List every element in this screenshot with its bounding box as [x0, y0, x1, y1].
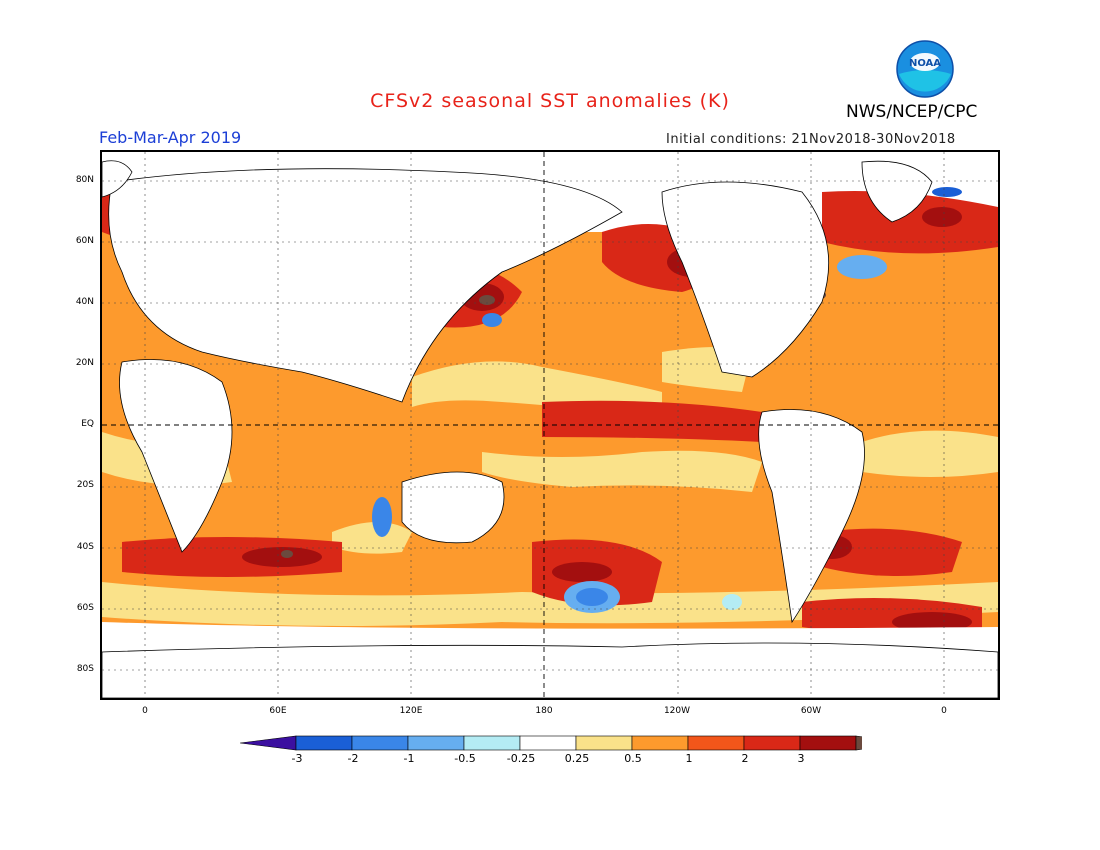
lat-label-20s: 20S	[76, 480, 94, 490]
lat-label-20n: 20N	[75, 358, 94, 368]
cb-label-6: 0.5	[624, 752, 642, 765]
lat-label-eq: EQ	[81, 419, 94, 429]
lon-label-60w: 60W	[800, 706, 822, 716]
colorbar-cell-8	[687, 735, 745, 751]
noaa-logo-text: NOAA	[909, 58, 941, 69]
lon-label-60e: 60E	[269, 706, 287, 716]
continents	[102, 160, 998, 698]
sst-anomaly-map	[100, 150, 1000, 700]
colorbar-cell-6	[575, 735, 633, 751]
lon-label-180: 180	[535, 706, 553, 716]
agency-label: NWS/NCEP/CPC	[846, 102, 978, 122]
cb-label-0: -3	[291, 752, 303, 765]
lon-label-0-right: 0	[941, 706, 947, 716]
colorbar-cell-4	[463, 735, 521, 751]
colorbar-cell-1	[295, 735, 353, 751]
cb-label-2: -1	[403, 752, 415, 765]
colorbar-cell-3	[407, 735, 465, 751]
map-title: CFSv2 seasonal SST anomalies (K)	[370, 90, 730, 112]
colorbar-cell-7	[631, 735, 689, 751]
colorbar-cell-2	[351, 735, 409, 751]
cb-label-7: 1	[685, 752, 693, 765]
lat-label-40s: 40S	[76, 542, 94, 552]
lat-label-80n: 80N	[75, 175, 94, 185]
lat-label-40n: 40N	[75, 297, 94, 307]
lon-label-120e: 120E	[399, 706, 423, 716]
lat-label-60n: 60N	[75, 236, 94, 246]
lon-label-0-left: 0	[142, 706, 148, 716]
colorbar-cell-9	[743, 735, 801, 751]
cb-label-5: 0.25	[564, 752, 590, 765]
cb-label-1: -2	[347, 752, 359, 765]
colorbar-cell-10	[799, 735, 857, 751]
cb-label-8: 2	[741, 752, 749, 765]
lat-label-60s: 60S	[76, 603, 94, 613]
colorbar-min-triangle	[239, 735, 297, 751]
cb-label-9: 3	[797, 752, 805, 765]
noaa-logo: NOAA	[896, 40, 954, 98]
colorbar	[239, 734, 913, 756]
cb-label-3: -0.5	[454, 752, 476, 765]
equator-and-dateline	[102, 152, 998, 698]
forecast-period: Feb-Mar-Apr 2019	[99, 128, 242, 147]
colorbar-cell-5	[519, 735, 577, 751]
lat-label-80s: 80S	[76, 664, 94, 674]
colorbar-max-triangle	[855, 735, 913, 751]
initial-conditions: Initial conditions: 21Nov2018-30Nov2018	[666, 132, 956, 147]
graticule	[102, 152, 998, 698]
lon-label-120w: 120W	[663, 706, 691, 716]
cb-label-4: -0.25	[506, 752, 536, 765]
